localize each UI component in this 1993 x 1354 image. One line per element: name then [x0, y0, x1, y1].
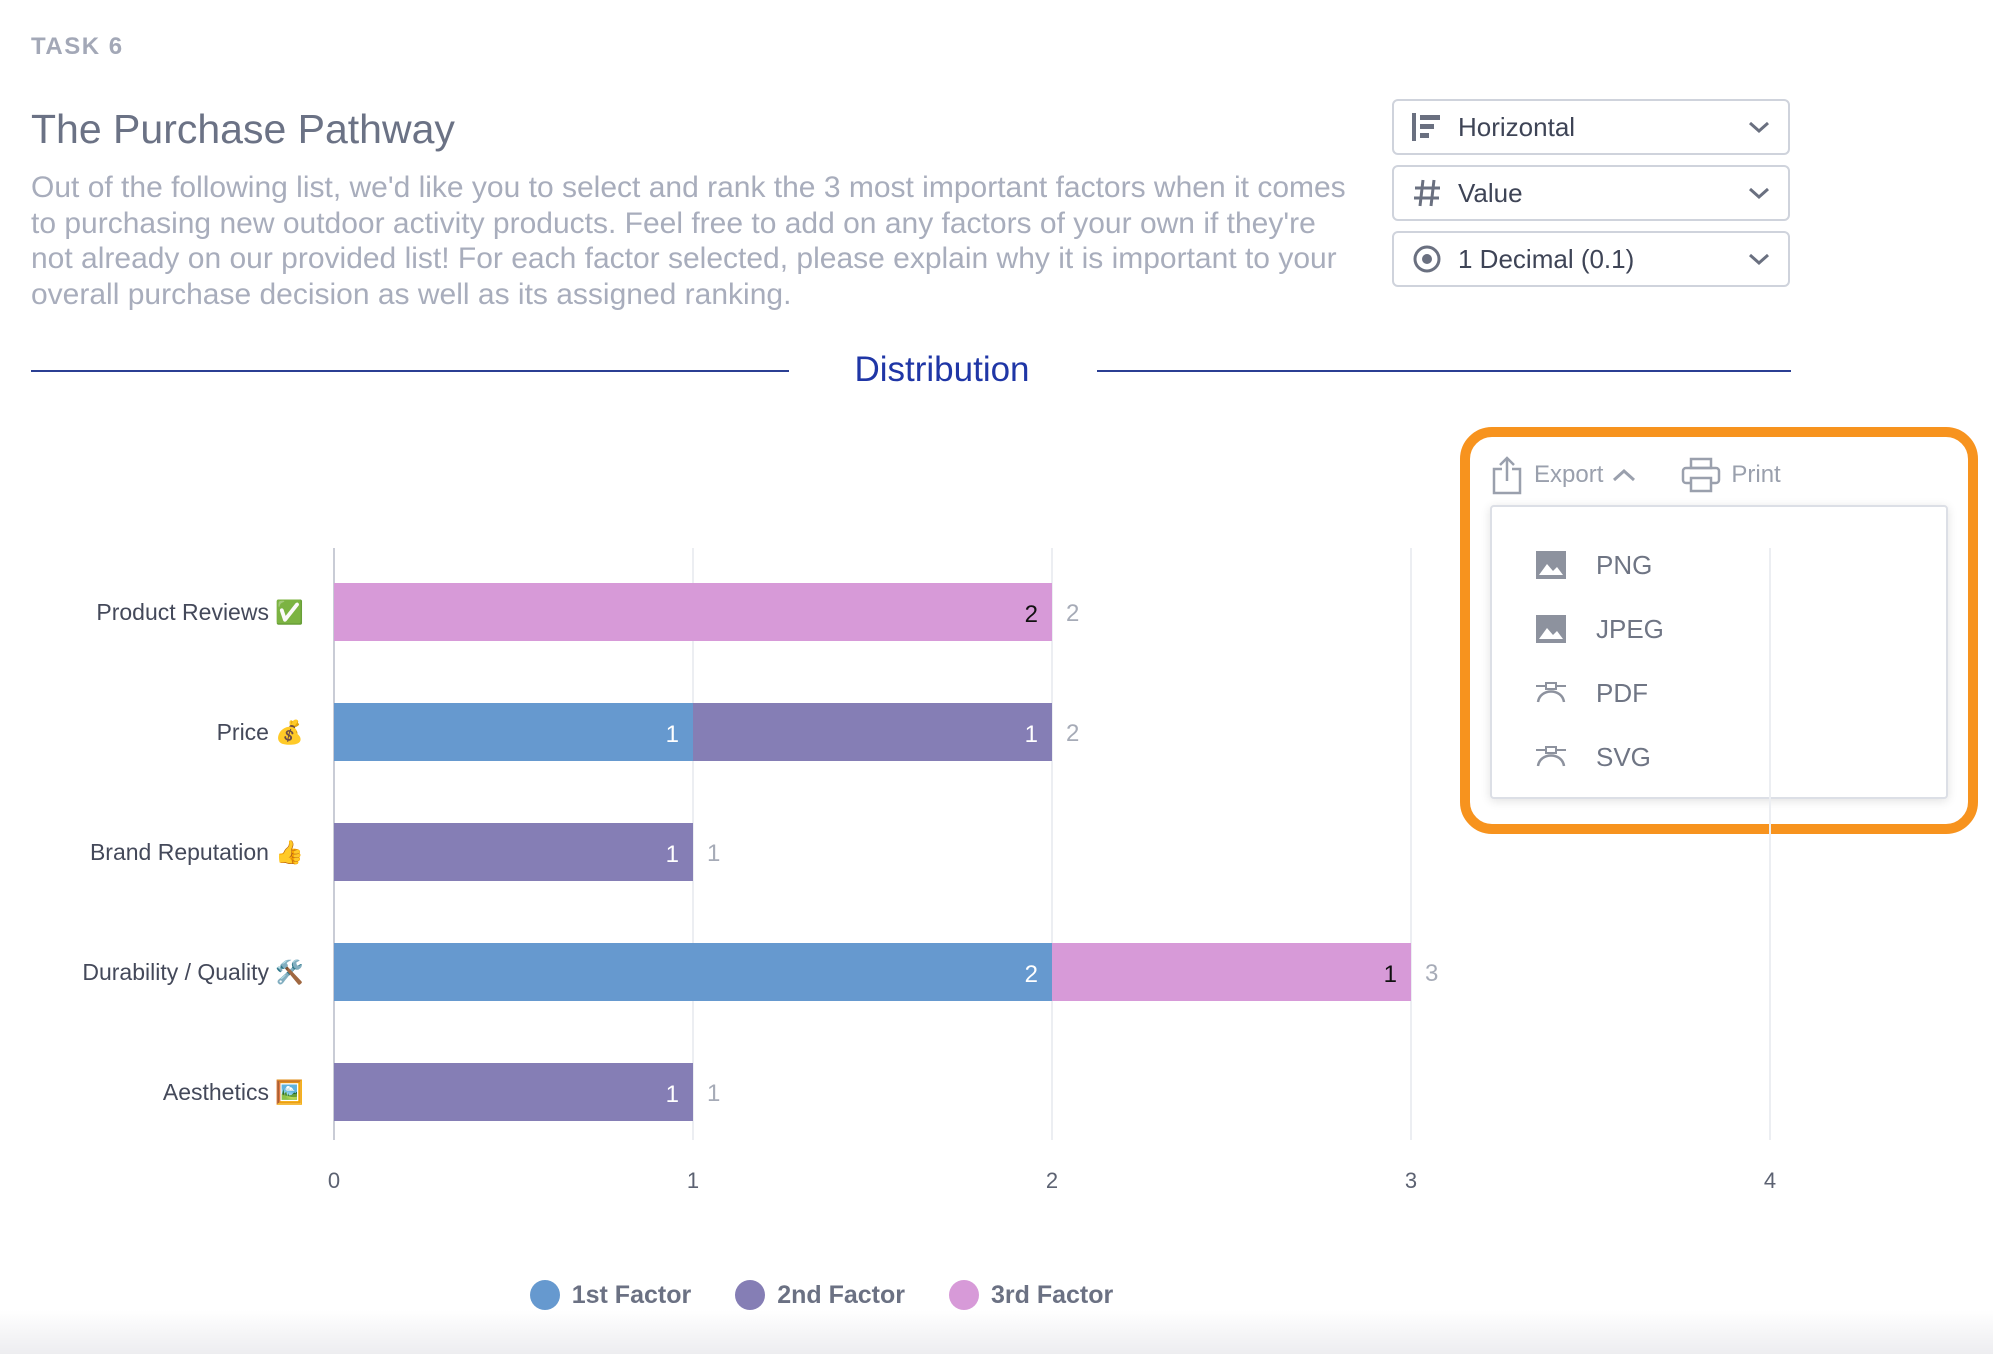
bar-value-label: 1: [666, 721, 679, 748]
bar-total-label: 1: [707, 840, 720, 867]
legend-swatch: [949, 1280, 979, 1310]
metric-value: Value: [1458, 177, 1523, 208]
export-label: Export: [1534, 461, 1604, 488]
image-icon: [1534, 612, 1568, 646]
bar-segment: [334, 943, 1052, 1001]
export-svg-option[interactable]: SVG: [1492, 725, 1946, 789]
bar-value-label: 2: [1025, 961, 1038, 988]
export-png-label: PNG: [1596, 549, 1653, 580]
precision-select[interactable]: 1 Decimal (0.1): [1392, 231, 1790, 287]
legend-swatch: [529, 1280, 560, 1310]
vector-icon: [1534, 740, 1568, 774]
divider-right: [1097, 370, 1791, 372]
category-label: Brand Reputation 👍: [90, 839, 304, 866]
chevron-down-icon: [1746, 180, 1772, 206]
export-jpeg-option[interactable]: JPEG: [1492, 597, 1946, 661]
export-svg-label: SVG: [1596, 741, 1651, 772]
legend-label: 3rd Factor: [991, 1280, 1114, 1309]
image-icon: [1534, 548, 1568, 582]
category-label: Product Reviews ✅: [96, 599, 304, 626]
question-description: Out of the following list, we'd like you…: [31, 171, 1346, 311]
bar-segment: [1052, 943, 1411, 1001]
chevron-down-icon: [1746, 114, 1772, 140]
section-header: Distribution: [31, 350, 1791, 394]
bottom-fade: [0, 1310, 1993, 1354]
radio-target-icon: [1410, 242, 1444, 276]
share-icon: [1492, 456, 1522, 495]
bar-segment: [334, 583, 1052, 641]
bar-total-label: 2: [1066, 600, 1079, 627]
bar-value-label: 1: [666, 841, 679, 868]
export-pdf-option[interactable]: PDF: [1492, 661, 1946, 725]
vector-icon: [1534, 676, 1568, 710]
chevron-down-icon: [1746, 246, 1772, 272]
legend-swatch: [735, 1280, 766, 1310]
bar-total-label: 2: [1066, 720, 1079, 747]
hash-icon: [1410, 176, 1444, 210]
chevron-up-icon: [1613, 468, 1636, 482]
chart-toolbar: Export Print: [1490, 452, 1781, 498]
category-label: Durability / Quality 🛠️: [82, 958, 304, 986]
bar-value-label: 1: [1384, 961, 1397, 988]
section-title: Distribution: [854, 350, 1030, 389]
legend-label: 1st Factor: [571, 1280, 692, 1309]
precision-value: 1 Decimal (0.1): [1458, 243, 1635, 274]
legend-item-first[interactable]: 1st Factor: [529, 1280, 692, 1310]
x-tick-label: 2: [1046, 1168, 1058, 1193]
bar-value-label: 1: [666, 1081, 679, 1108]
horizontal-bars-icon: [1410, 110, 1444, 144]
export-button[interactable]: Export: [1490, 455, 1637, 495]
print-button[interactable]: Print: [1681, 457, 1781, 493]
category-label: Price 💰: [217, 719, 304, 746]
bar-total-label: 1: [707, 1080, 720, 1107]
export-pdf-label: PDF: [1596, 677, 1648, 708]
bar-value-label: 1: [1025, 721, 1038, 748]
export-jpeg-label: JPEG: [1596, 613, 1664, 644]
export-png-option[interactable]: PNG: [1492, 533, 1946, 597]
distribution-chart: 0 1 2 3 4 Product Reviews ✅ 2 2 Price 💰 1 1 2 Brand …: [82, 548, 1776, 1193]
legend-item-second[interactable]: 2nd Factor: [735, 1280, 905, 1310]
category-label: Aesthetics 🖼️: [163, 1079, 304, 1106]
chart-options: Horizontal Value 1 Decimal (0.1): [1392, 99, 1790, 297]
bar-segment: [334, 703, 693, 761]
question-title: The Purchase Pathway: [31, 106, 455, 152]
x-tick-label: 3: [1405, 1168, 1417, 1193]
export-menu: PNG JPEG PDF SVG: [1490, 505, 1948, 799]
task-label: TASK 6: [31, 33, 124, 60]
orientation-select[interactable]: Horizontal: [1392, 99, 1790, 155]
metric-select[interactable]: Value: [1392, 165, 1790, 221]
divider-left: [31, 370, 789, 372]
printer-icon: [1682, 457, 1721, 493]
bar-segment: [334, 823, 693, 881]
orientation-value: Horizontal: [1458, 111, 1576, 142]
x-tick-label: 0: [328, 1168, 340, 1193]
bar-segment: [334, 1063, 693, 1121]
legend-item-third[interactable]: 3rd Factor: [949, 1280, 1113, 1310]
print-label: Print: [1731, 461, 1781, 488]
x-tick-label: 4: [1764, 1168, 1776, 1193]
legend-label: 2nd Factor: [777, 1280, 905, 1309]
bar-total-label: 3: [1425, 960, 1438, 987]
chart-legend: 1st Factor 2nd Factor 3rd Factor: [0, 1280, 1993, 1310]
bar-value-label: 2: [1025, 601, 1038, 628]
x-tick-label: 1: [687, 1168, 699, 1193]
bar-segment: [693, 703, 1052, 761]
